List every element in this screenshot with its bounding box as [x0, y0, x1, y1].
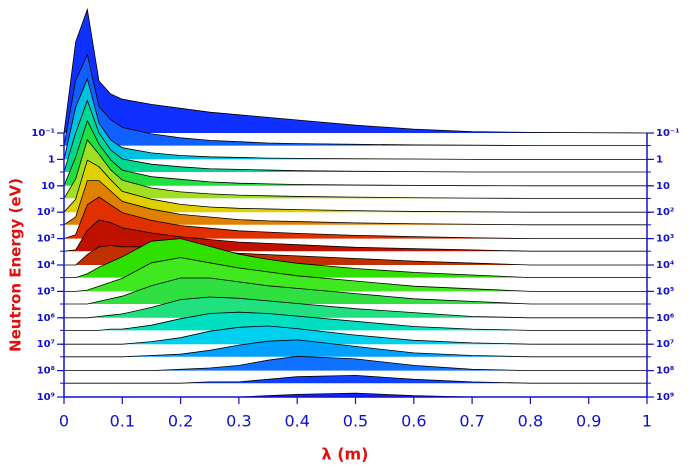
ridge-line	[63, 159, 647, 213]
ridge-line	[63, 180, 647, 226]
ridge-fill	[64, 9, 647, 133]
ridge-line	[63, 53, 647, 146]
ridge-fill	[64, 393, 647, 397]
y-tick-label: 1	[48, 154, 55, 165]
ridge-fill	[64, 219, 647, 252]
x-tick-label: 0.1	[110, 412, 135, 431]
y-tick-label: 10⁴	[37, 260, 55, 271]
y-tick-label: 10⁹	[656, 392, 674, 403]
y-tick-label: 1	[656, 154, 663, 165]
y-tick-label: 10	[656, 181, 670, 192]
y-tick-label: 10⁴	[656, 260, 674, 271]
ridge-line	[64, 339, 647, 358]
x-tick-label: 0.6	[401, 412, 426, 431]
y-tick-label: 10⁶	[37, 313, 55, 324]
x-tick-label: 1	[642, 412, 652, 431]
ridge-line	[63, 219, 647, 252]
y-tick-label: 10³	[656, 234, 674, 245]
ridge-line	[63, 196, 647, 240]
ridge-fill	[64, 78, 647, 160]
y-tick-label: 10⁻¹	[31, 128, 55, 139]
x-tick-label: 0.5	[343, 412, 368, 431]
y-tick-label: 10⁹	[37, 392, 55, 403]
ridge-fill	[64, 120, 647, 186]
y-tick-label: 10²	[37, 207, 55, 218]
y-tick-label: 10⁷	[37, 339, 55, 350]
y-tick-label: 10	[41, 181, 55, 192]
y-tick-label: 10⁶	[656, 313, 674, 324]
ridge-line	[63, 139, 647, 199]
ridge-line	[64, 355, 647, 372]
x-axis-label: λ (m)	[322, 445, 369, 464]
ridge-fill	[64, 100, 647, 172]
ridge-line	[64, 238, 647, 278]
x-tick-label: 0.8	[518, 412, 543, 431]
ridge-line	[64, 311, 647, 331]
ridge-fill	[64, 375, 647, 384]
x-tick-label: 0.2	[168, 412, 193, 431]
x-tick-label: 0.4	[284, 412, 309, 431]
y-tick-label: 10⁸	[656, 366, 674, 377]
y-tick-label: 10²	[656, 207, 674, 218]
x-tick-label: 0.3	[226, 412, 251, 431]
x-tick-label: 0.9	[576, 412, 601, 431]
y-tick-label: 10⁷	[656, 339, 674, 350]
ridge-fill	[64, 297, 647, 318]
ridge-fill	[64, 54, 647, 146]
ridge-line	[63, 7, 648, 134]
ridge-fill	[64, 356, 647, 371]
ridge-line	[63, 77, 647, 160]
ridge-line	[64, 296, 647, 319]
y-tick-label: 10³	[37, 234, 55, 245]
y-tick-label: 10⁵	[37, 286, 55, 297]
y-tick-label: 10⁵	[656, 286, 674, 297]
ridge-line	[63, 119, 647, 187]
ridge-line	[64, 374, 647, 384]
ridge-fill	[64, 339, 647, 357]
x-tick-label: 0.7	[459, 412, 484, 431]
y-axis-label: Neutron Energy (eV)	[7, 178, 25, 352]
ridge-line	[64, 325, 647, 345]
ridge-line	[64, 257, 647, 292]
y-tick-label: 10⁻¹	[656, 128, 680, 139]
x-tick-label: 0	[59, 412, 69, 431]
ridge-line	[63, 99, 647, 173]
y-tick-label: 10⁸	[37, 366, 55, 377]
ridge-line	[64, 277, 647, 305]
